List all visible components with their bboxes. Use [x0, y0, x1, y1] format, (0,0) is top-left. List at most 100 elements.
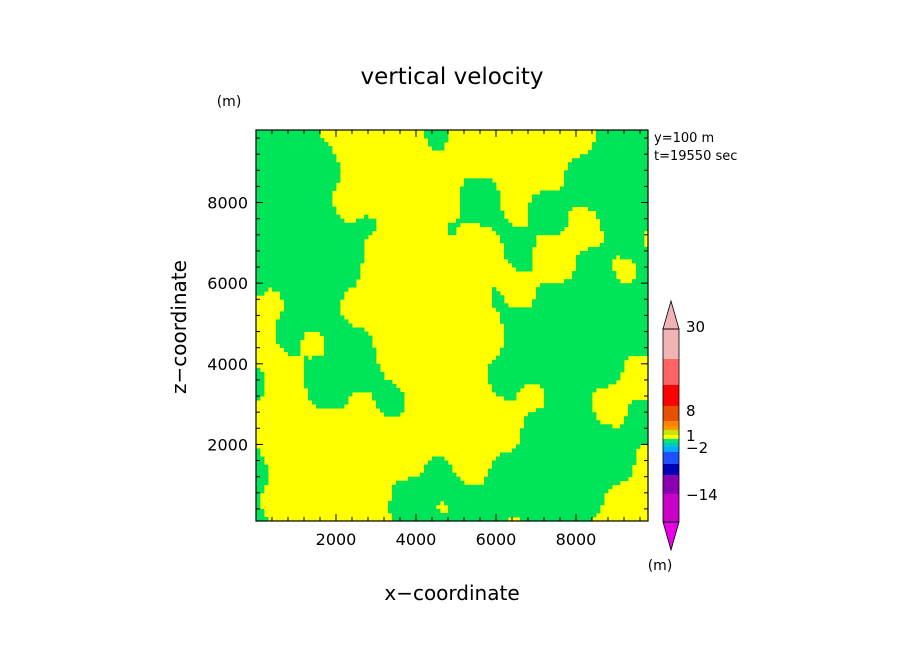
contour-cell [528, 210, 569, 216]
contour-cell [256, 242, 365, 248]
contour-cell [592, 146, 649, 151]
colorbar-frame [662, 328, 680, 523]
contour-cell [540, 283, 649, 288]
colorbar-band [663, 406, 679, 421]
contour-cell [280, 315, 345, 320]
contour-cell [520, 436, 649, 441]
contour-cell [308, 392, 353, 397]
contour-cell [492, 226, 565, 232]
colorbar-band [663, 359, 679, 385]
contour-cell [256, 162, 341, 167]
contour-cell [284, 303, 341, 308]
contour-cell [460, 210, 505, 216]
contour-cell [532, 303, 649, 308]
contour-cell [448, 508, 601, 514]
contour-cell [392, 488, 609, 494]
contour-cell [256, 202, 333, 207]
x-tick-label: 6000 [476, 530, 517, 549]
contour-cell [528, 222, 569, 228]
contour-cell [576, 267, 613, 272]
contour-cell [256, 138, 325, 143]
contour-cell [256, 387, 265, 393]
contour-cell [480, 222, 513, 228]
contour-cell [540, 190, 649, 195]
contour-cell [496, 355, 629, 361]
contour-cell [320, 331, 369, 336]
contour-cell [256, 238, 365, 244]
contour-cell [256, 283, 357, 288]
contour-cell [432, 456, 445, 461]
contour-cell [256, 254, 365, 260]
colorbar-band [663, 447, 679, 452]
contour-cell [276, 339, 301, 345]
contour-cell [324, 343, 373, 349]
contour-cell [524, 416, 597, 421]
contour-cell [520, 516, 593, 522]
contour-cell [492, 295, 505, 300]
contour-cell [620, 424, 649, 429]
contour-cell [636, 263, 649, 268]
contour-cell [392, 516, 509, 522]
contour-cell [496, 456, 637, 461]
contour-cell [308, 396, 349, 401]
contour-cell [620, 254, 649, 260]
contour-cell [256, 174, 341, 179]
colorbar-band [663, 452, 679, 464]
contour-cell [532, 299, 649, 304]
contour-cell [576, 258, 613, 264]
contour-cell [256, 275, 361, 280]
contour-cell [304, 375, 385, 381]
contour-cell [536, 295, 649, 300]
contour-cell [256, 258, 365, 264]
contour-cell [256, 508, 265, 514]
y-tick-label: 6000 [207, 274, 248, 293]
contour-cell [256, 158, 337, 163]
contour-cell [256, 460, 265, 465]
colorbar-band [663, 430, 679, 435]
contour-cell [572, 271, 617, 276]
contour-cell [256, 206, 337, 212]
contour-cell [600, 226, 649, 232]
contour-cell [636, 271, 649, 276]
colorbar-over-arrow [662, 299, 680, 330]
contour-cell [432, 146, 445, 151]
contour-cell [500, 234, 537, 240]
contour-cell [528, 206, 573, 212]
contour-cell [544, 396, 593, 401]
contour-cell [532, 194, 649, 199]
contour-cell [256, 194, 333, 199]
contour-cell [392, 496, 605, 502]
contour-cell [504, 250, 533, 256]
x-tick-label: 4000 [396, 530, 437, 549]
contour-cell [604, 238, 645, 244]
contour-cell [632, 400, 649, 405]
contour-cell [516, 267, 533, 272]
contour-cell [500, 347, 649, 353]
contour-cell [504, 242, 537, 248]
contour-cell [256, 371, 265, 377]
contour-cell [560, 186, 649, 191]
contour-field [256, 130, 649, 522]
contour-cell [572, 275, 617, 280]
contour-cell [576, 254, 617, 260]
contour-cell [488, 472, 633, 478]
contour-cell [324, 351, 377, 357]
contour-cell [448, 226, 457, 232]
contour-cell [256, 214, 341, 220]
contour-cell [504, 323, 649, 328]
contour-cell [284, 299, 341, 304]
contour-cell [488, 375, 621, 381]
contour-cell [384, 412, 401, 417]
contour-cell [256, 166, 341, 171]
contour-cell [576, 263, 613, 268]
contour-cell [500, 315, 649, 320]
contour-cell [604, 230, 645, 236]
contour-cell [504, 331, 649, 336]
contour-cell [460, 202, 501, 207]
contour-cell [276, 331, 305, 336]
annotation-y: y=100 m [654, 131, 714, 146]
colorbar-band [663, 329, 679, 359]
contour-cell [256, 271, 361, 276]
contour-cell [572, 158, 649, 163]
contour-cell [544, 400, 593, 405]
